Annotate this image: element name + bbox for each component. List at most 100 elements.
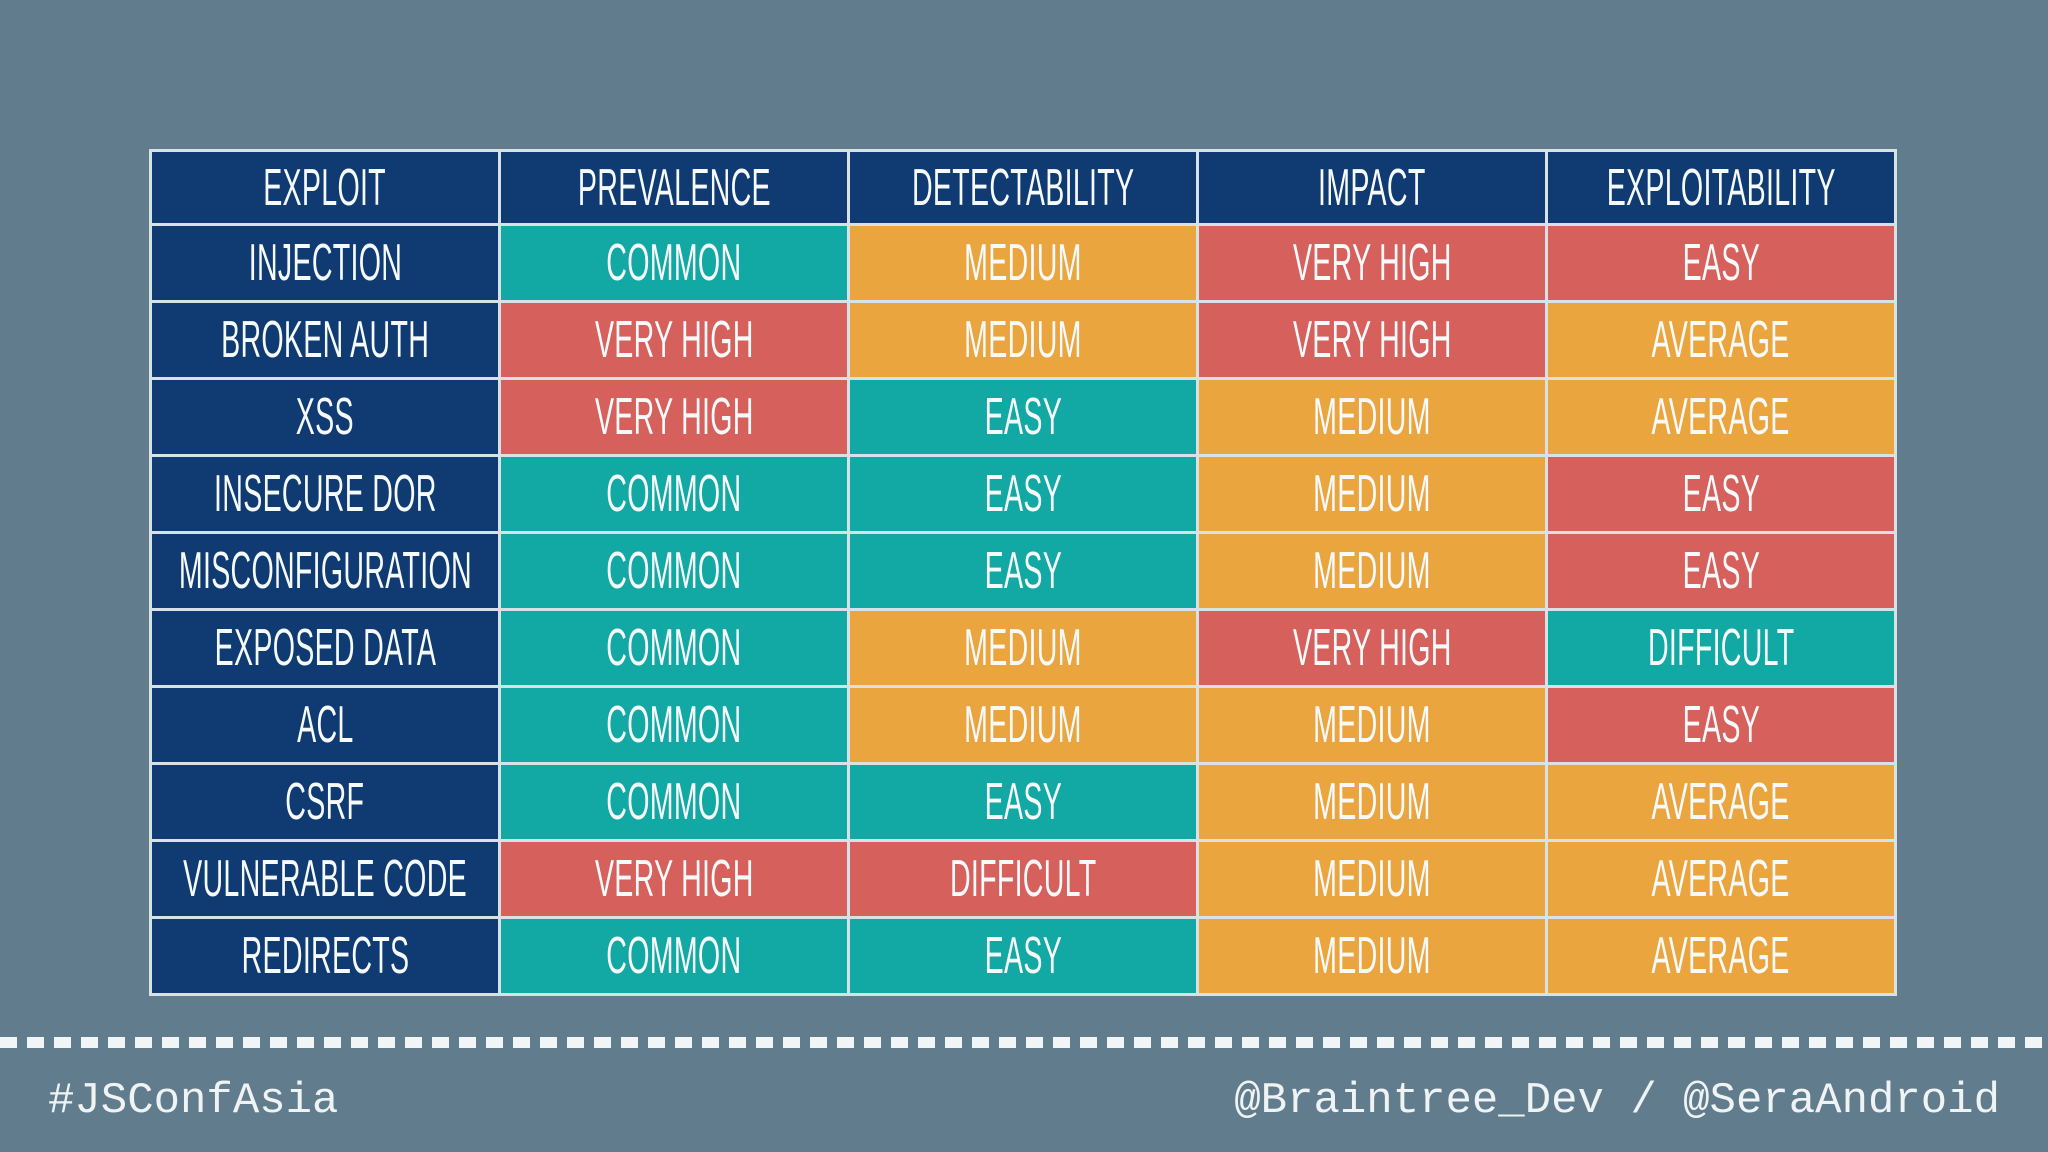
rating-text: MEDIUM <box>1313 850 1431 908</box>
exploit-label-text: EXPOSED DATA <box>214 619 436 677</box>
rating-cell: EASY <box>850 765 1196 839</box>
rating-text: AVERAGE <box>1651 388 1791 446</box>
dashed-divider <box>0 1037 2048 1048</box>
rating-cell: AVERAGE <box>1548 919 1894 993</box>
exploit-label-text: ACL <box>296 696 354 754</box>
rating-text: COMMON <box>606 234 742 292</box>
rating-cell: EASY <box>850 457 1196 531</box>
rating-text: COMMON <box>606 619 742 677</box>
rating-cell: COMMON <box>501 688 847 762</box>
rating-cell: MEDIUM <box>1199 457 1545 531</box>
rating-cell: MEDIUM <box>850 226 1196 300</box>
rating-cell: EASY <box>1548 457 1894 531</box>
exploit-label: VULNERABLE CODE <box>152 842 498 916</box>
column-header-exploit: EXPLOIT <box>152 152 498 223</box>
rating-cell: AVERAGE <box>1548 765 1894 839</box>
rating-text: VERY HIGH <box>594 850 754 908</box>
exploit-label: ACL <box>152 688 498 762</box>
rating-text: COMMON <box>606 696 742 754</box>
exploit-label-text: INJECTION <box>248 234 402 292</box>
exploit-label-text: BROKEN AUTH <box>220 311 430 369</box>
column-header-label: DETECTABILITY <box>911 158 1135 217</box>
rating-text: COMMON <box>606 927 742 985</box>
exploit-label: BROKEN AUTH <box>152 303 498 377</box>
rating-cell: VERY HIGH <box>1199 611 1545 685</box>
rating-cell: MEDIUM <box>850 688 1196 762</box>
rating-cell: MEDIUM <box>850 303 1196 377</box>
rating-text: EASY <box>1682 465 1760 523</box>
rating-cell: MEDIUM <box>1199 842 1545 916</box>
rating-text: EASY <box>984 388 1062 446</box>
rating-text: MEDIUM <box>1313 465 1431 523</box>
column-header-label: IMPACT <box>1318 158 1426 217</box>
rating-text: EASY <box>1682 542 1760 600</box>
rating-text: EASY <box>984 927 1062 985</box>
rating-text: EASY <box>1682 696 1760 754</box>
column-header-exploitability: EXPLOITABILITY <box>1548 152 1894 223</box>
rating-cell: MEDIUM <box>1199 534 1545 608</box>
rating-text: MEDIUM <box>1313 927 1431 985</box>
rating-text: COMMON <box>606 773 742 831</box>
exploit-label-text: INSECURE DOR <box>213 465 437 523</box>
rating-cell: MEDIUM <box>1199 688 1545 762</box>
rating-text: MEDIUM <box>964 311 1082 369</box>
exploit-label: CSRF <box>152 765 498 839</box>
exploit-label: INJECTION <box>152 226 498 300</box>
exploit-label: XSS <box>152 380 498 454</box>
rating-text: EASY <box>984 773 1062 831</box>
rating-cell: MEDIUM <box>1199 919 1545 993</box>
rating-cell: AVERAGE <box>1548 380 1894 454</box>
rating-cell: AVERAGE <box>1548 842 1894 916</box>
rating-cell: EASY <box>850 534 1196 608</box>
rating-text: EASY <box>1682 234 1760 292</box>
rating-text: AVERAGE <box>1651 311 1791 369</box>
rating-text: DIFFICULT <box>949 850 1097 908</box>
column-header-label: EXPLOIT <box>263 158 387 217</box>
column-header-detectability: DETECTABILITY <box>850 152 1196 223</box>
rating-text: VERY HIGH <box>1292 311 1452 369</box>
rating-text: MEDIUM <box>1313 696 1431 754</box>
credits-text: @Braintree_Dev / @SeraAndroid <box>1234 1076 2000 1126</box>
column-header-label: PREVALENCE <box>577 158 771 217</box>
rating-text: AVERAGE <box>1651 850 1791 908</box>
rating-cell: VERY HIGH <box>501 842 847 916</box>
rating-text: MEDIUM <box>1313 773 1431 831</box>
rating-cell: COMMON <box>501 226 847 300</box>
rating-cell: EASY <box>850 919 1196 993</box>
rating-cell: EASY <box>850 380 1196 454</box>
rating-cell: MEDIUM <box>1199 765 1545 839</box>
rating-cell: EASY <box>1548 534 1894 608</box>
rating-cell: VERY HIGH <box>1199 303 1545 377</box>
rating-cell: COMMON <box>501 534 847 608</box>
rating-text: EASY <box>984 465 1062 523</box>
rating-cell: VERY HIGH <box>501 380 847 454</box>
rating-cell: EASY <box>1548 226 1894 300</box>
exploit-label-text: REDIRECTS <box>241 927 409 985</box>
rating-cell: EASY <box>1548 688 1894 762</box>
rating-text: VERY HIGH <box>1292 234 1452 292</box>
exploit-label: MISCONFIGURATION <box>152 534 498 608</box>
column-header-prevalence: PREVALENCE <box>501 152 847 223</box>
rating-cell: VERY HIGH <box>1199 226 1545 300</box>
exploit-label: EXPOSED DATA <box>152 611 498 685</box>
exploit-label-text: XSS <box>295 388 355 446</box>
rating-text: VERY HIGH <box>594 311 754 369</box>
rating-cell: DIFFICULT <box>1548 611 1894 685</box>
column-header-label: EXPLOITABILITY <box>1606 158 1836 217</box>
rating-text: COMMON <box>606 465 742 523</box>
column-header-impact: IMPACT <box>1199 152 1545 223</box>
exploit-label-text: MISCONFIGURATION <box>178 542 472 600</box>
rating-text: MEDIUM <box>1313 388 1431 446</box>
rating-text: AVERAGE <box>1651 927 1791 985</box>
rating-text: VERY HIGH <box>594 388 754 446</box>
rating-text: AVERAGE <box>1651 773 1791 831</box>
rating-cell: MEDIUM <box>1199 380 1545 454</box>
rating-cell: COMMON <box>501 919 847 993</box>
rating-text: MEDIUM <box>964 696 1082 754</box>
exploit-label-text: VULNERABLE CODE <box>183 850 467 908</box>
rating-text: VERY HIGH <box>1292 619 1452 677</box>
rating-cell: VERY HIGH <box>501 303 847 377</box>
hashtag-text: #JSConfAsia <box>48 1076 339 1126</box>
exploit-label-text: CSRF <box>285 773 365 831</box>
